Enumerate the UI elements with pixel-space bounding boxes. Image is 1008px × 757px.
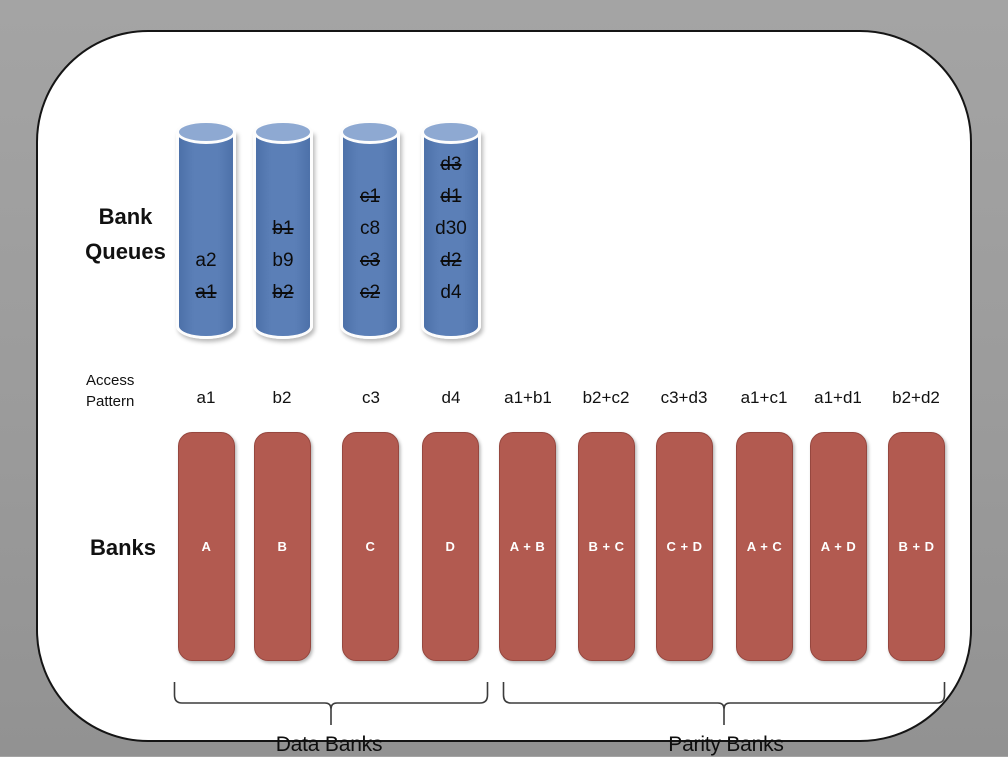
cylinder-body [340, 131, 400, 339]
queue-entry: c3 [359, 250, 381, 271]
bank-queue-cylinder-c: c1 c8 c3 c2 [340, 120, 400, 339]
access-pattern-value: b2+c2 [582, 388, 630, 407]
cylinder-body [421, 131, 481, 339]
bank-queue-cylinder-a: a2 a1 [176, 120, 236, 339]
queue-entry: d30 [435, 218, 467, 239]
queue-entry: c1 [359, 186, 381, 207]
slide-canvas: Bank Queues Access Pattern Banks a2 a1 b… [36, 30, 972, 756]
bank-label: D [445, 539, 456, 554]
queue-entry: a2 [195, 250, 217, 271]
bank-label: A + C [746, 539, 783, 554]
queue-entry: d1 [440, 186, 462, 207]
banks-label: Banks [89, 535, 157, 560]
bank-queue-cylinder-d: d3 d1 d30 d2 d4 [421, 120, 481, 339]
data-banks-group-label: Data Banks [275, 733, 383, 756]
queue-entry: a1 [195, 282, 217, 303]
access-pattern-value: c3 [362, 388, 380, 407]
bank-label: C [365, 539, 376, 554]
cylinder-body [253, 131, 313, 339]
access-pattern-value: a1+c1 [740, 388, 788, 407]
parity-banks-group-label: Parity Banks [668, 733, 784, 756]
bank-c-plus-d: C + D [656, 432, 713, 661]
bank-queues-label: Bank Queues [85, 204, 166, 264]
cylinder-top-ellipse [176, 120, 236, 144]
queue-entry: d2 [440, 250, 462, 271]
access-pattern-value: a1+b1 [504, 388, 552, 407]
bank-b-plus-d: B + D [888, 432, 945, 661]
bank-a-plus-c: A + C [736, 432, 793, 661]
queue-entry: c8 [359, 218, 381, 239]
access-pattern-value: b2+d2 [892, 388, 940, 407]
queue-entry: d4 [440, 282, 462, 303]
access-pattern-value: a1 [196, 388, 216, 407]
bank-label: B + C [588, 539, 625, 554]
queue-entry: c2 [359, 282, 381, 303]
cylinder-top-ellipse [421, 120, 481, 144]
access-pattern-value: b2 [272, 388, 292, 407]
bank-b-plus-c: B + C [578, 432, 635, 661]
queue-entry: b2 [272, 282, 294, 303]
bank-c: C [342, 432, 399, 661]
queue-entry: b9 [272, 250, 294, 271]
access-pattern-value: a1+d1 [814, 388, 862, 407]
bank-a-plus-d: A + D [810, 432, 867, 661]
bank-label: A + D [820, 539, 857, 554]
bank-label: B [277, 539, 288, 554]
queue-entry: b1 [272, 218, 294, 239]
access-pattern-value: c3+d3 [660, 388, 708, 407]
bank-d: D [422, 432, 479, 661]
bank-label: A [201, 539, 212, 554]
bank-label: C + D [666, 539, 703, 554]
access-pattern-label: Access Pattern [86, 372, 135, 410]
bank-a-plus-b: A + B [499, 432, 556, 661]
cylinder-top-ellipse [340, 120, 400, 144]
queue-entry: d3 [440, 154, 462, 175]
bank-queue-cylinder-b: b1 b9 b2 [253, 120, 313, 339]
cylinder-body [176, 131, 236, 339]
bank-label: B + D [898, 539, 935, 554]
bank-a: A [178, 432, 235, 661]
cylinder-top-ellipse [253, 120, 313, 144]
parity-banks-brace-icon [502, 682, 946, 728]
access-pattern-value: d4 [441, 388, 461, 407]
bank-label: A + B [509, 539, 546, 554]
data-banks-brace-icon [173, 682, 489, 728]
bank-b: B [254, 432, 311, 661]
